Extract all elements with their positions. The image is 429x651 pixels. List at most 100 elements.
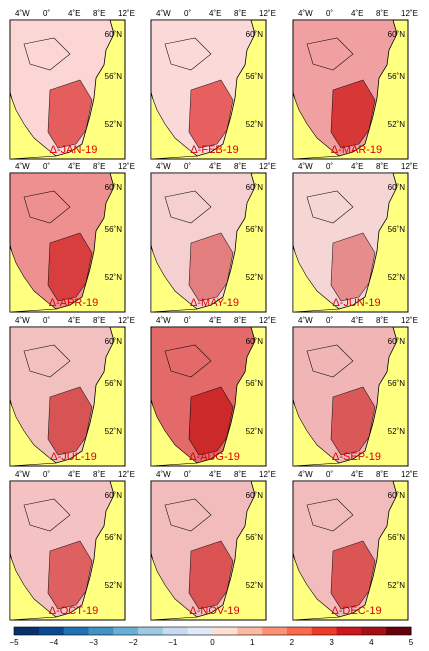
lon-tick-label: 4˚E (209, 316, 221, 325)
colorbar-tick-label: −2 (129, 638, 139, 647)
anomaly-contour (330, 386, 376, 456)
anomaly-contour (330, 79, 376, 149)
lon-tick-label: 0˚ (184, 9, 191, 18)
colorbar-tick-label: 5 (409, 638, 414, 647)
lat-tick-label: 56˚N (246, 533, 264, 542)
lat-tick-label: 56˚N (388, 72, 406, 81)
lon-tick-label: 0˚ (43, 470, 50, 479)
lon-tick-label: 4˚E (351, 9, 363, 18)
panel-month-label: Δ-NOV-19 (189, 605, 239, 617)
lon-tick-label: 8˚E (234, 470, 246, 479)
colorbar-swatch (113, 627, 139, 635)
anomaly-contour (188, 232, 234, 302)
lon-tick-label: 4˚W (298, 316, 313, 325)
lon-tick-label: 8˚E (93, 9, 105, 18)
colorbar-tick-label: −1 (168, 638, 178, 647)
lon-tick-label: 4˚E (351, 162, 363, 171)
lat-tick-label: 52˚N (105, 581, 123, 590)
lon-tick-label: 12˚E (401, 9, 418, 18)
anomaly-contour (23, 498, 71, 532)
lat-tick-label: 52˚N (105, 120, 123, 129)
coastline (150, 481, 198, 621)
lon-tick-label: 0˚ (326, 470, 333, 479)
lon-tick-label: 0˚ (326, 9, 333, 18)
lat-tick-label: 52˚N (246, 120, 264, 129)
colorbar-swatch (187, 627, 213, 635)
lon-tick-label: 8˚E (234, 9, 246, 18)
colorbar-swatch (212, 627, 238, 635)
panel-month-label: Δ-OCT-19 (49, 605, 99, 617)
lon-tick-label: 8˚E (93, 162, 105, 171)
panel: 4˚W 0˚ 4˚E 8˚E 12˚E 60˚N 56˚N 52˚N Δ-JAN-19 (9, 9, 135, 160)
lon-tick-label: 12˚E (259, 162, 276, 171)
colorbar-tick-label: 0 (210, 638, 215, 647)
panel: 4˚W 0˚ 4˚E 8˚E 12˚E 60˚N 56˚N 52˚N Δ-AUG-19 (150, 316, 276, 467)
lat-tick-label: 52˚N (388, 427, 406, 436)
lat-tick-label: 56˚N (105, 225, 123, 234)
lon-tick-label: 0˚ (43, 316, 50, 325)
coastline (9, 481, 57, 621)
lon-tick-label: 4˚E (351, 470, 363, 479)
lon-tick-label: 4˚E (209, 470, 221, 479)
lon-tick-label: 4˚E (68, 316, 80, 325)
panel: 4˚W 0˚ 4˚E 8˚E 12˚E 60˚N 56˚N 52˚N Δ-JUL-19 (9, 316, 135, 467)
anomaly-contour (188, 386, 234, 456)
colorbar-swatch (138, 627, 164, 635)
lon-tick-label: 8˚E (376, 162, 388, 171)
lon-tick-label: 12˚E (118, 316, 135, 325)
lat-tick-label: 60˚N (388, 491, 406, 500)
lon-tick-label: 4˚E (68, 470, 80, 479)
lat-tick-label: 60˚N (105, 337, 123, 346)
colorbar-swatch (336, 627, 362, 635)
lon-tick-label: 4˚W (298, 162, 313, 171)
lon-tick-label: 0˚ (43, 162, 50, 171)
coastline (150, 20, 198, 160)
lat-tick-label: 52˚N (246, 581, 264, 590)
lon-tick-label: 12˚E (259, 9, 276, 18)
lon-tick-label: 4˚E (209, 9, 221, 18)
lat-tick-label: 56˚N (105, 379, 123, 388)
colorbar-swatch (262, 627, 288, 635)
lat-tick-label: 52˚N (246, 427, 264, 436)
lat-tick-label: 60˚N (388, 30, 406, 39)
lon-tick-label: 4˚E (351, 316, 363, 325)
anomaly-contour (306, 37, 354, 71)
colorbar-swatch (162, 627, 189, 635)
colorbar-swatch (63, 627, 89, 635)
anomaly-contour (188, 79, 234, 149)
anomaly-contour (306, 190, 354, 224)
lon-tick-label: 8˚E (93, 316, 105, 325)
anomaly-contour (23, 37, 71, 71)
lat-tick-label: 60˚N (105, 183, 123, 192)
lon-tick-label: 4˚W (15, 9, 30, 18)
coastline (292, 20, 340, 160)
lon-tick-label: 4˚E (68, 162, 80, 171)
lat-tick-label: 56˚N (246, 225, 264, 234)
anomaly-contour (164, 344, 212, 378)
coastline (9, 327, 57, 467)
lon-tick-label: 8˚E (234, 316, 246, 325)
anomaly-contour (23, 344, 71, 378)
colorbar-tick-label: −5 (9, 638, 19, 647)
anomaly-contour (164, 37, 212, 71)
lon-tick-label: 12˚E (401, 470, 418, 479)
panel: 4˚W 0˚ 4˚E 8˚E 12˚E 60˚N 56˚N 52˚N Δ-SEP-19 (292, 316, 418, 467)
lat-tick-label: 60˚N (246, 491, 264, 500)
lon-tick-label: 4˚W (156, 470, 171, 479)
colorbar-swatch (361, 627, 387, 635)
lon-tick-label: 12˚E (259, 316, 276, 325)
coastline (150, 173, 198, 313)
lon-tick-label: 4˚W (298, 9, 313, 18)
lon-tick-label: 8˚E (376, 316, 388, 325)
lon-tick-label: 0˚ (184, 316, 191, 325)
colorbar-swatch (14, 627, 40, 635)
panel-month-label: Δ-JUL-19 (50, 451, 96, 463)
lon-tick-label: 4˚W (15, 162, 30, 171)
colorbar-swatch (286, 627, 313, 635)
colorbar-swatch (386, 627, 412, 635)
coastline (150, 327, 198, 467)
anomaly-contour (164, 190, 212, 224)
anomaly-contour (330, 540, 376, 610)
lon-tick-label: 12˚E (401, 316, 418, 325)
